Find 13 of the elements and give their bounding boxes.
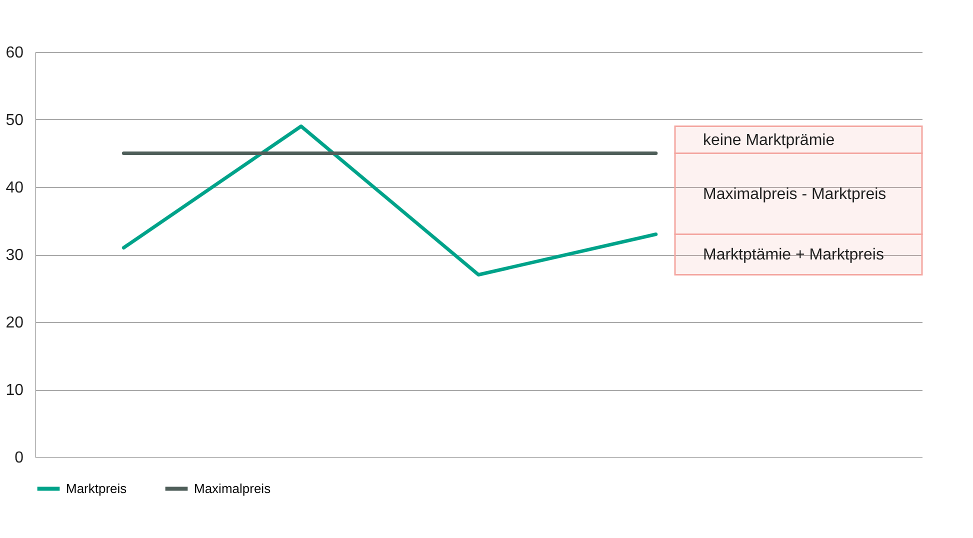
legend-label: Marktpreis bbox=[66, 480, 128, 496]
y-tick-label: 20 bbox=[6, 314, 24, 332]
y-tick-label: 40 bbox=[6, 180, 24, 196]
y-tick-label: 30 bbox=[6, 247, 24, 264]
band-label: Maximalpreis - Marktpreis bbox=[703, 186, 886, 203]
y-tick-label: 50 bbox=[6, 112, 24, 129]
y-tick-label: 60 bbox=[6, 44, 24, 62]
y-tick-label: 10 bbox=[6, 382, 24, 399]
legend-label: Maximalpreis bbox=[194, 480, 272, 496]
band-label: keine Marktprämie bbox=[703, 132, 835, 149]
line-series bbox=[122, 124, 658, 276]
y-tick-label: 0 bbox=[14, 450, 24, 466]
band-label: Marktptämie + Marktpreis bbox=[703, 246, 884, 264]
